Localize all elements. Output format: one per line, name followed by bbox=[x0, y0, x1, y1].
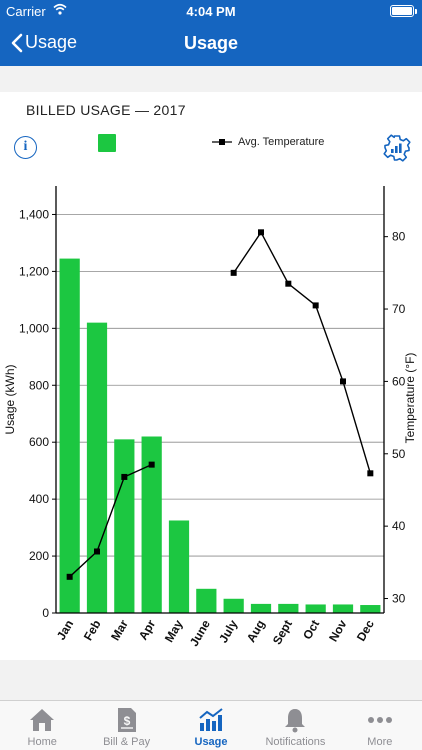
usage-chart: 0 200 400 600 800 1,000 1,200 1,400 30 40 50 60 70 80… bbox=[0, 170, 422, 660]
legend-temperature-label: Avg. Temperature bbox=[238, 136, 325, 148]
x-tick-label: Aug bbox=[244, 618, 268, 645]
y2-axis-title: Temperature (°F) bbox=[403, 353, 417, 444]
usage-bar bbox=[168, 520, 190, 613]
y2-tick-label: 30 bbox=[392, 592, 406, 606]
y-tick-label: 1,000 bbox=[19, 321, 49, 335]
x-tick-label: Dec bbox=[354, 617, 377, 643]
temperature-point bbox=[230, 269, 237, 276]
legend-temperature: Avg. Temperature bbox=[212, 136, 324, 148]
usage-bar bbox=[196, 588, 217, 613]
top-separator-band bbox=[0, 66, 422, 92]
battery-icon bbox=[390, 5, 417, 17]
temperature-point bbox=[148, 461, 155, 468]
y-tick-label: 1,200 bbox=[19, 264, 49, 278]
temperature-point bbox=[340, 378, 346, 385]
page-title: Usage bbox=[183, 33, 239, 53]
x-tick-label: Oct bbox=[300, 618, 322, 642]
temperature-point bbox=[312, 302, 319, 309]
info-icon[interactable]: i bbox=[14, 136, 37, 159]
temperature-point bbox=[94, 548, 100, 555]
usage-bar bbox=[305, 604, 326, 613]
temperature-line bbox=[233, 230, 372, 474]
y2-tick-label: 60 bbox=[392, 374, 406, 388]
legend-line-marker-icon bbox=[212, 139, 232, 145]
tab-home-label: Home bbox=[27, 736, 57, 748]
x-tick-label: Feb bbox=[81, 618, 104, 643]
chevron-left-icon bbox=[11, 33, 23, 52]
y-tick-label: 400 bbox=[29, 492, 49, 506]
x-tick-label: May bbox=[162, 617, 186, 644]
home-icon bbox=[30, 709, 55, 731]
y-tick-label: 0 bbox=[42, 606, 49, 620]
tab-more-label: More bbox=[367, 736, 393, 748]
back-button[interactable]: Usage bbox=[10, 32, 77, 53]
usage-bar bbox=[59, 258, 80, 613]
usage-bar bbox=[141, 436, 162, 613]
y2-tick-label: 40 bbox=[392, 519, 406, 533]
y-axis-title: Usage (kWh) bbox=[3, 364, 17, 434]
x-tick-label: Nov bbox=[326, 617, 350, 644]
y-tick-label: 200 bbox=[29, 549, 49, 563]
chart-settings-icon[interactable] bbox=[383, 134, 411, 162]
bell-icon bbox=[285, 709, 306, 733]
x-tick-label: Apr bbox=[136, 617, 159, 642]
status-time: 4:04 PM bbox=[186, 4, 236, 19]
usage-bar bbox=[332, 604, 354, 613]
tab-bill-pay[interactable]: $ Bill & Pay bbox=[84, 701, 168, 750]
usage-bar bbox=[223, 598, 244, 613]
tab-notifications-label: Notifications bbox=[265, 736, 326, 748]
bottom-separator-band bbox=[0, 660, 422, 700]
x-tick-label: Sept bbox=[270, 618, 295, 648]
status-bar: Carrier 4:04 PM bbox=[0, 0, 422, 22]
bill-icon: $ bbox=[117, 708, 136, 732]
tab-more[interactable]: More bbox=[338, 701, 422, 750]
back-label: Usage bbox=[25, 32, 78, 52]
usage-bar bbox=[114, 439, 135, 613]
y-tick-label: 600 bbox=[29, 435, 49, 449]
tab-bill-pay-label: Bill & Pay bbox=[103, 736, 151, 748]
y-tick-label: 800 bbox=[29, 378, 49, 392]
more-icon bbox=[367, 717, 392, 723]
header-bar: Carrier 4:04 PM Usage Usage bbox=[0, 0, 422, 66]
legend-usage-swatch bbox=[98, 134, 116, 152]
usage-chart-icon bbox=[199, 708, 223, 731]
temperature-point bbox=[121, 473, 128, 480]
usage-bar bbox=[86, 322, 108, 613]
y2-tick-label: 70 bbox=[392, 302, 406, 316]
wifi-icon bbox=[53, 3, 67, 15]
tab-home[interactable]: Home bbox=[0, 701, 84, 750]
usage-bar bbox=[250, 603, 272, 613]
x-tick-label: Mar bbox=[108, 617, 131, 643]
x-tick-label: Jan bbox=[54, 618, 76, 643]
usage-bar bbox=[278, 603, 299, 613]
usage-bar bbox=[360, 605, 381, 613]
temperature-point bbox=[367, 470, 374, 477]
tab-usage-label: Usage bbox=[194, 736, 228, 748]
svg-text:$: $ bbox=[123, 714, 130, 728]
temperature-point bbox=[285, 280, 292, 287]
tab-notifications[interactable]: Notifications bbox=[253, 701, 337, 750]
navigation-bar: Usage Usage bbox=[0, 22, 422, 66]
section-title: BILLED USAGE — 2017 bbox=[26, 102, 186, 118]
carrier-label: Carrier bbox=[6, 4, 46, 19]
y-tick-label: 1,400 bbox=[19, 207, 49, 221]
x-tick-label: July bbox=[216, 617, 240, 645]
usage-chart-svg: 0 200 400 600 800 1,000 1,200 1,400 30 40 50 60 70 80… bbox=[3, 186, 417, 649]
temperature-point bbox=[66, 573, 73, 580]
y2-tick-label: 80 bbox=[392, 230, 406, 244]
tab-usage[interactable]: Usage bbox=[169, 701, 253, 750]
temperature-point bbox=[258, 229, 264, 236]
x-tick-label: June bbox=[187, 617, 213, 649]
tab-bar: Home $ Bill & Pay Usage Notifications bbox=[0, 700, 422, 750]
y2-tick-label: 50 bbox=[392, 447, 406, 461]
temperature-line bbox=[69, 463, 152, 578]
